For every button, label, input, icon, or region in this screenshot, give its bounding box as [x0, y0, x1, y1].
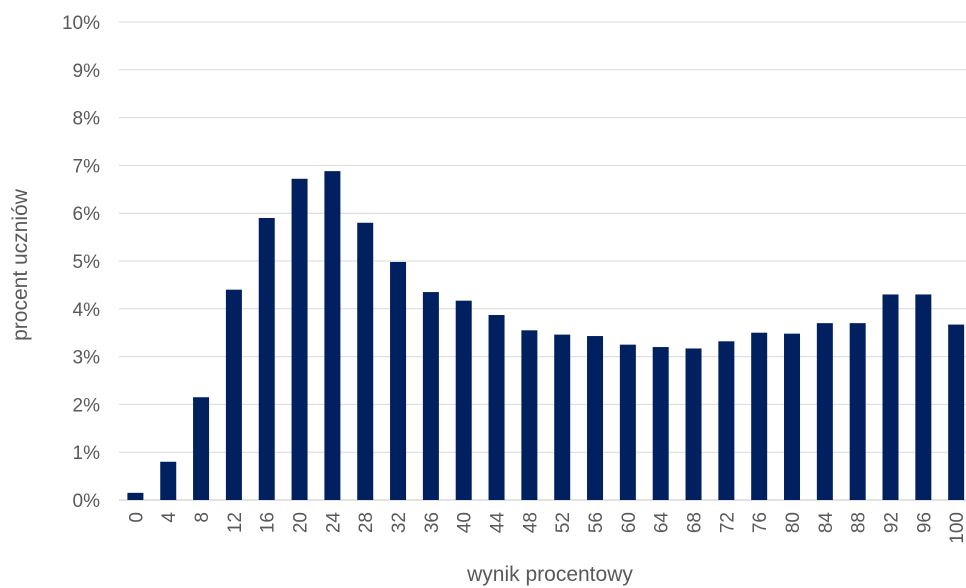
x-axis-title: wynik procentowy: [466, 563, 633, 586]
x-tick-label: 64: [652, 512, 673, 534]
x-tick-label: 20: [291, 512, 312, 533]
x-tick-label: 12: [225, 512, 246, 533]
bar: [554, 334, 571, 500]
y-tick-label: 5%: [73, 252, 101, 273]
y-tick-label: 3%: [73, 348, 101, 369]
bar: [619, 344, 636, 500]
x-tick-label: 88: [849, 512, 870, 533]
x-tick-label: 92: [882, 512, 903, 533]
y-tick-label: 2%: [73, 395, 101, 416]
x-tick-label: 24: [323, 512, 344, 534]
y-tick-label: 10%: [62, 13, 100, 34]
bar: [718, 341, 735, 500]
y-tick-label: 4%: [73, 300, 101, 321]
y-tick-label: 1%: [73, 443, 101, 464]
bar: [849, 323, 866, 500]
y-tick-label: 9%: [73, 61, 101, 82]
y-axis-title: procent uczniów: [9, 188, 32, 341]
x-tick-label: 56: [586, 512, 607, 533]
x-tick-label: 80: [783, 512, 804, 533]
bar: [225, 289, 242, 500]
bar: [422, 292, 439, 500]
bar: [948, 324, 965, 500]
bar: [521, 330, 538, 500]
bar: [193, 397, 210, 500]
bar: [160, 461, 177, 500]
x-tick-label: 40: [455, 512, 476, 533]
gridlines: [119, 21, 966, 501]
x-tick-label: 28: [356, 512, 377, 533]
x-tick-label: 48: [520, 512, 541, 533]
bar: [685, 348, 702, 500]
x-tick-label: 16: [258, 512, 279, 533]
bars: [127, 171, 965, 501]
y-tick-label: 0%: [73, 491, 101, 512]
x-tick-label: 52: [553, 512, 574, 533]
x-tick-label: 32: [389, 512, 410, 533]
bar: [751, 332, 768, 500]
bar: [587, 336, 604, 500]
y-tick-label: 6%: [73, 204, 101, 225]
y-tick-labels: 0% 1% 2% 3% 4% 5% 6% 7% 8% 9% 10%: [62, 13, 100, 512]
x-tick-label: 72: [717, 512, 738, 533]
x-tick-label: 76: [750, 512, 771, 533]
y-tick-label: 7%: [73, 156, 101, 177]
x-tick-label: 84: [816, 512, 837, 534]
x-tick-label: 0: [126, 512, 147, 523]
x-tick-label: 36: [422, 512, 443, 533]
bar: [915, 294, 932, 500]
y-tick-label: 8%: [73, 109, 101, 130]
x-tick-labels: 0 4 8 12 16 20 24 28 32 36 40 44 48 52 56 60 64 68 72 76 80 8…: [126, 512, 966, 544]
bar: [127, 492, 144, 500]
bar: [324, 171, 341, 501]
x-tick-label: 100: [947, 512, 966, 544]
bar: [357, 222, 374, 500]
bar: [455, 300, 472, 500]
bar: [291, 178, 308, 500]
bar: [882, 294, 899, 500]
x-tick-label: 4: [159, 512, 180, 523]
x-tick-label: 60: [619, 512, 640, 533]
x-tick-label: 44: [488, 512, 509, 534]
bar: [652, 347, 669, 500]
x-tick-label: 68: [685, 512, 706, 533]
x-tick-label: 8: [192, 512, 213, 523]
bar: [816, 323, 833, 500]
bar: [488, 315, 505, 500]
bar: [390, 261, 407, 500]
x-tick-label: 96: [914, 512, 935, 533]
bar: [784, 333, 801, 500]
bar: [258, 217, 275, 501]
